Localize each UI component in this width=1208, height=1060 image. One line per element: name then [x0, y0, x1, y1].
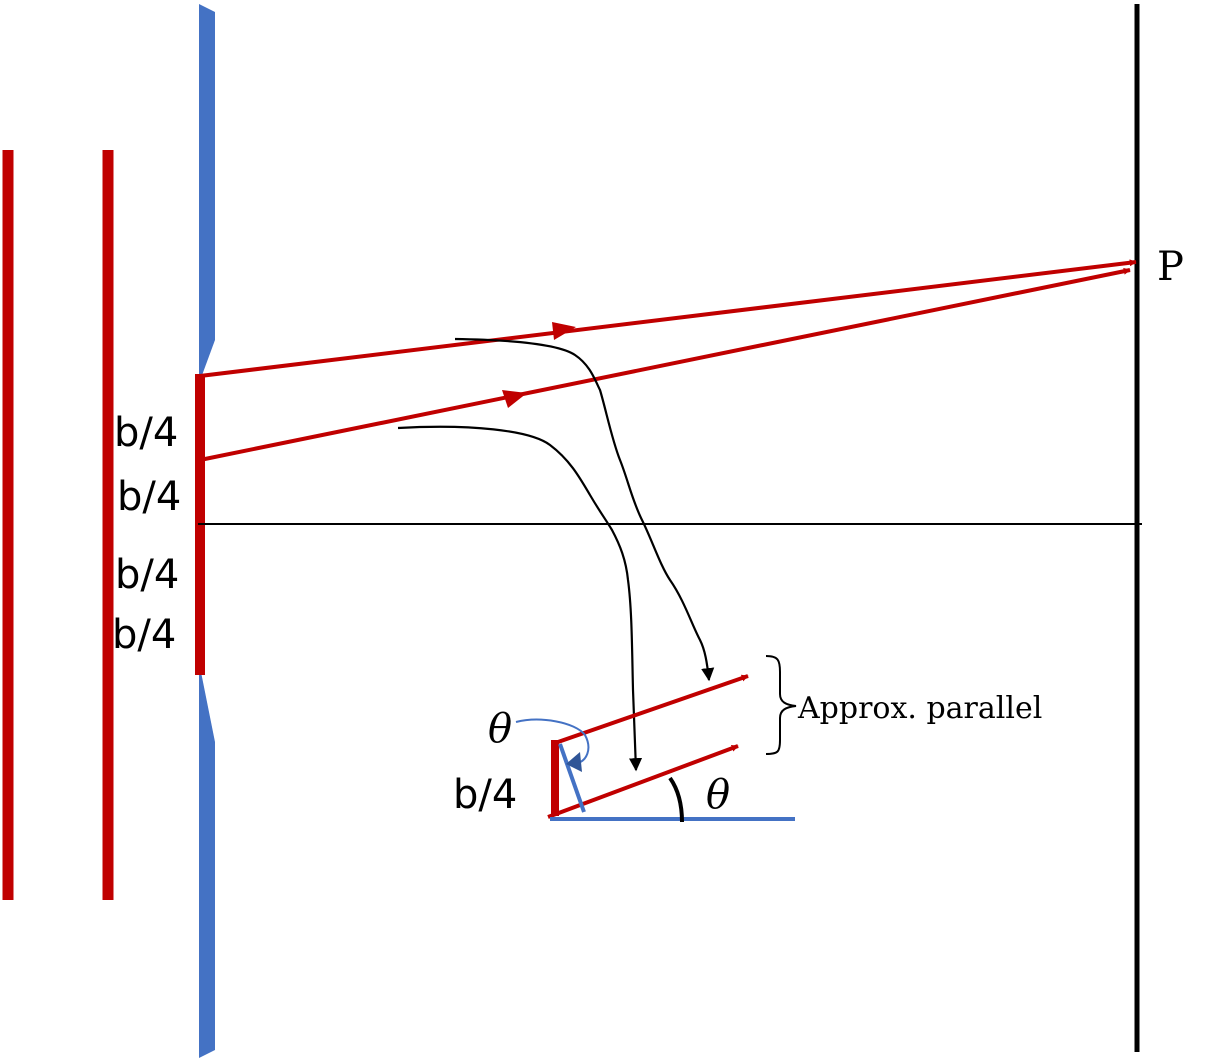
approx-parallel-brace: [765, 655, 797, 755]
theta-label-angle: θ: [706, 772, 730, 818]
theta-label-top: θ: [488, 706, 512, 752]
theta-pointer-arrowhead: [566, 752, 582, 772]
point-p-label: P: [1157, 244, 1184, 290]
angle-arc: [668, 776, 684, 823]
segment-label-4: b/4: [112, 612, 176, 658]
pointer-curve-2: [397, 425, 643, 772]
theta-pointer-curve: [515, 718, 590, 765]
inset-segment-label: b/4: [453, 772, 517, 818]
ray-top-mid-arrow: [552, 322, 576, 340]
inset-perpendicular: [558, 743, 586, 813]
segment-label-3: b/4: [115, 552, 179, 598]
ray-second: [199, 267, 1131, 462]
segment-label-2: b/4: [117, 474, 181, 520]
ray-top: [199, 259, 1137, 378]
barrier-top: [199, 4, 215, 378]
barrier-bottom: [199, 672, 215, 1058]
approx-parallel-label: Approx. parallel: [797, 691, 1042, 726]
pointer-curve-1: [454, 337, 715, 682]
inset-ray-top: [557, 674, 749, 744]
segment-label-1: b/4: [114, 410, 178, 456]
ray-second-mid-arrow: [502, 390, 527, 408]
